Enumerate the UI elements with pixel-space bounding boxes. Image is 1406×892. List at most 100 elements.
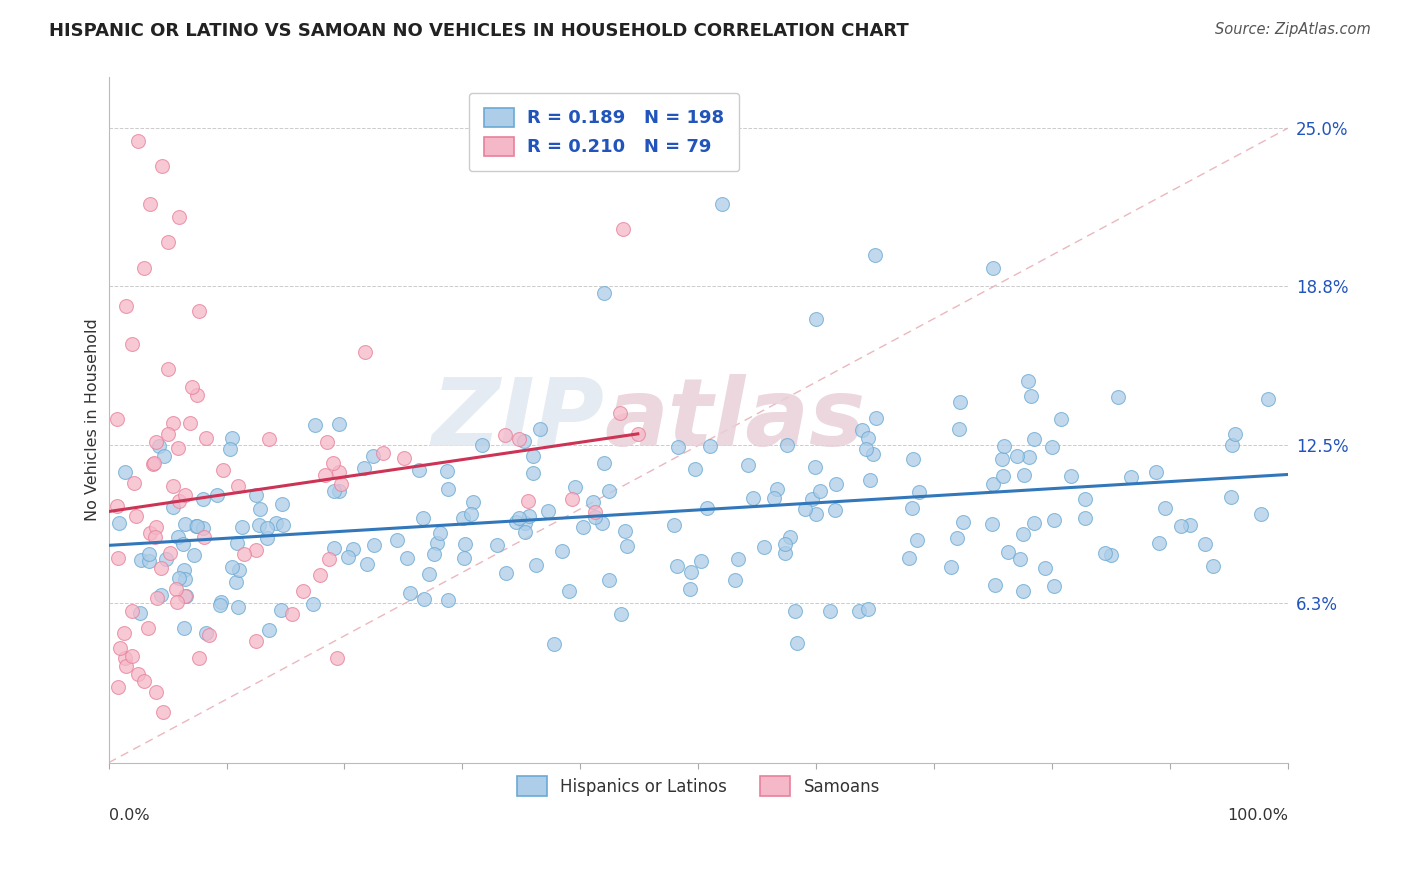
Point [564, 480, 586, 494]
Point [128, 606, 150, 620]
Point [412, 511, 434, 525]
Point [800, 492, 823, 507]
Point [524, 558, 547, 573]
Point [460, 507, 482, 521]
Point [186, 519, 208, 533]
Point [696, 500, 718, 515]
Point [188, 303, 211, 318]
Point [508, 511, 530, 525]
Point [824, 503, 846, 517]
Y-axis label: No Vehicles in Household: No Vehicles in Household [86, 318, 100, 522]
Point [153, 449, 176, 463]
Point [115, 659, 138, 673]
Point [786, 636, 808, 650]
Point [139, 526, 162, 541]
Point [855, 442, 877, 456]
Point [495, 566, 517, 580]
Text: atlas: atlas [605, 374, 865, 466]
Point [156, 235, 179, 250]
Point [127, 134, 149, 148]
Point [612, 221, 634, 235]
Point [666, 440, 689, 454]
Point [529, 422, 551, 436]
Point [115, 299, 138, 313]
Point [775, 546, 797, 560]
Point [271, 497, 294, 511]
Point [195, 431, 218, 445]
Point [418, 567, 440, 582]
Point [804, 507, 827, 521]
Point [318, 551, 340, 566]
Point [110, 641, 132, 656]
Point [1022, 516, 1045, 530]
Point [132, 260, 155, 275]
Point [114, 465, 136, 479]
Point [184, 519, 207, 533]
Point [179, 416, 201, 430]
Point [169, 210, 191, 224]
Point [513, 524, 536, 539]
Point [408, 463, 430, 477]
Point [166, 595, 188, 609]
Point [107, 680, 129, 694]
Point [271, 517, 294, 532]
Point [779, 530, 801, 544]
Point [513, 434, 536, 448]
Point [437, 482, 460, 496]
Point [328, 465, 350, 479]
Point [453, 510, 475, 524]
Point [851, 423, 873, 437]
Point [543, 637, 565, 651]
Point [1153, 500, 1175, 515]
Point [461, 495, 484, 509]
Point [984, 578, 1007, 592]
Point [121, 604, 143, 618]
Point [112, 626, 135, 640]
Point [793, 501, 815, 516]
Point [551, 543, 574, 558]
Point [593, 286, 616, 301]
Point [1074, 511, 1097, 525]
Point [139, 197, 162, 211]
Point [1008, 551, 1031, 566]
Point [436, 593, 458, 607]
Point [952, 515, 974, 529]
Point [323, 483, 346, 498]
Point [614, 524, 637, 538]
Point [1178, 518, 1201, 533]
Point [1119, 470, 1142, 484]
Point [396, 551, 419, 566]
Point [172, 537, 194, 551]
Point [1042, 440, 1064, 454]
Point [939, 560, 962, 574]
Point [948, 422, 970, 436]
Point [264, 516, 287, 530]
Point [454, 537, 477, 551]
Point [245, 633, 267, 648]
Point [858, 602, 880, 616]
Point [105, 412, 128, 426]
Point [173, 488, 195, 502]
Point [149, 588, 172, 602]
Point [981, 517, 1004, 532]
Point [142, 457, 165, 471]
Point [162, 479, 184, 493]
Point [256, 521, 278, 535]
Point [505, 515, 527, 529]
Point [145, 435, 167, 450]
Point [363, 449, 385, 463]
Point [993, 440, 1015, 454]
Point [537, 503, 560, 517]
Point [946, 531, 969, 545]
Point [763, 491, 786, 505]
Point [981, 476, 1004, 491]
Point [908, 485, 931, 500]
Point [394, 451, 416, 466]
Point [125, 508, 148, 523]
Point [1017, 374, 1039, 388]
Point [724, 573, 747, 587]
Point [666, 559, 689, 574]
Point [766, 482, 789, 496]
Point [270, 602, 292, 616]
Point [330, 476, 353, 491]
